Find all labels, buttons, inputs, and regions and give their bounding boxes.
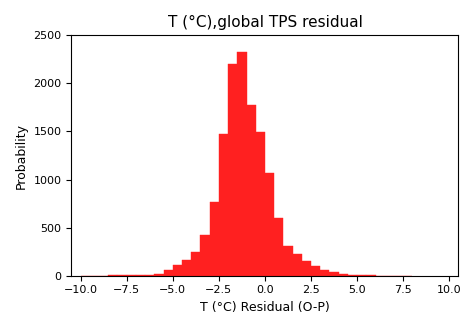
Bar bbox=[172, 265, 182, 276]
Bar bbox=[329, 272, 338, 276]
Bar bbox=[182, 260, 191, 276]
Bar bbox=[209, 202, 218, 276]
Bar bbox=[228, 64, 237, 276]
Bar bbox=[301, 261, 310, 276]
Title: T (°C),global TPS residual: T (°C),global TPS residual bbox=[167, 15, 362, 30]
Bar bbox=[264, 173, 274, 276]
Bar bbox=[117, 275, 127, 276]
Bar bbox=[237, 52, 246, 276]
Bar bbox=[274, 218, 283, 276]
X-axis label: T (°C) Residual (O-P): T (°C) Residual (O-P) bbox=[199, 301, 329, 314]
Bar bbox=[292, 254, 301, 276]
Bar bbox=[310, 266, 319, 276]
Bar bbox=[145, 275, 154, 276]
Bar bbox=[136, 275, 145, 276]
Y-axis label: Probability: Probability bbox=[15, 122, 28, 189]
Bar bbox=[338, 274, 347, 276]
Bar bbox=[283, 246, 292, 276]
Bar bbox=[255, 133, 264, 276]
Bar bbox=[218, 134, 228, 276]
Bar bbox=[357, 275, 366, 276]
Bar bbox=[127, 275, 136, 276]
Bar bbox=[347, 275, 357, 276]
Bar bbox=[200, 235, 209, 276]
Bar bbox=[191, 252, 200, 276]
Bar bbox=[246, 105, 255, 276]
Bar bbox=[154, 274, 163, 276]
Bar bbox=[319, 270, 329, 276]
Bar bbox=[163, 270, 172, 276]
